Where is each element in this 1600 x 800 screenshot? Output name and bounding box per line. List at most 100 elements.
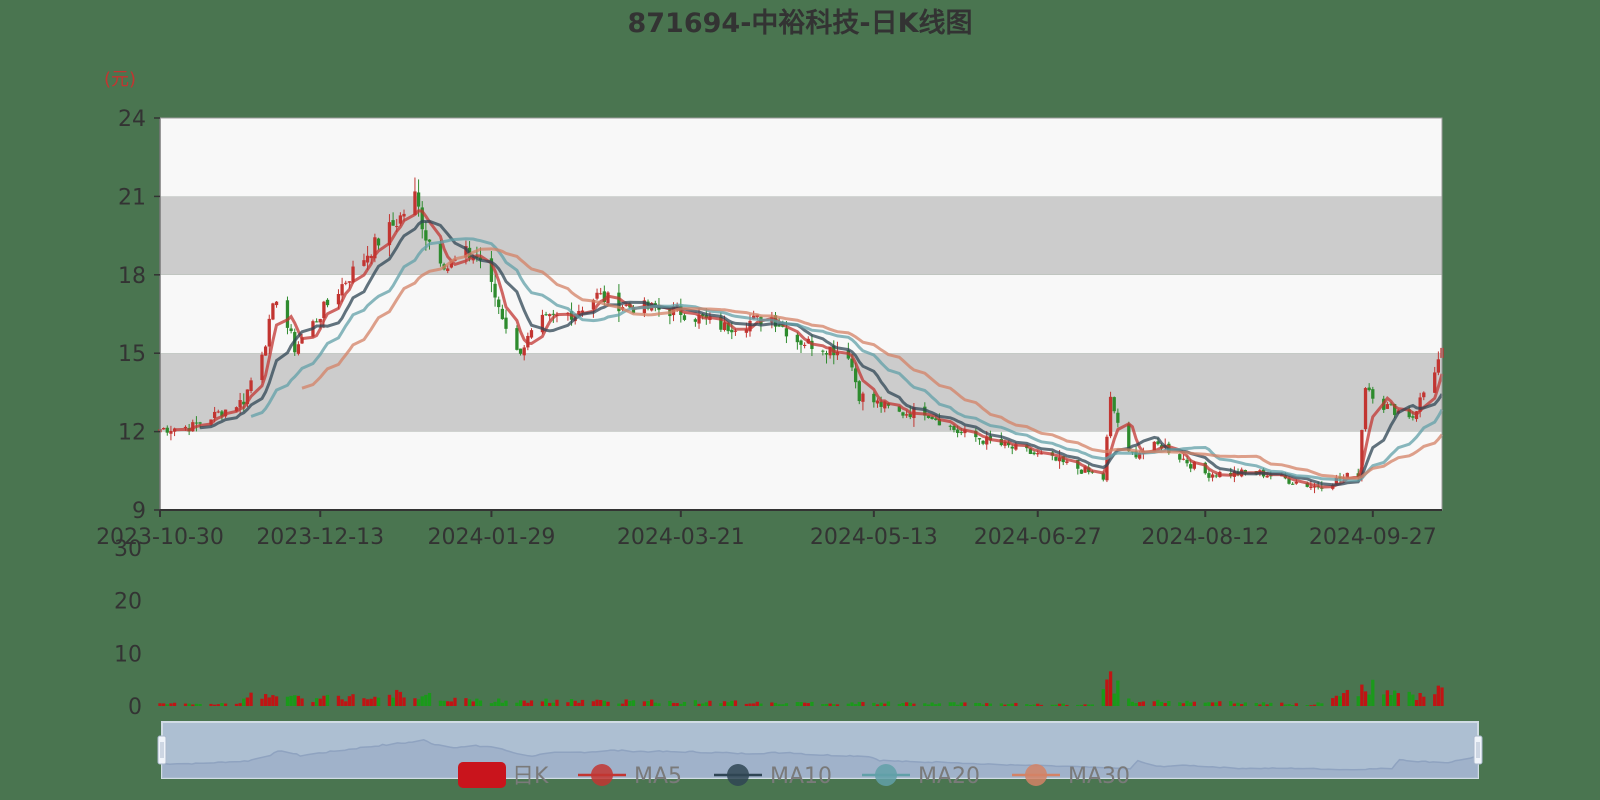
candle[interactable] — [1178, 453, 1182, 463]
candle[interactable] — [1054, 456, 1058, 462]
volume-bar — [744, 703, 749, 706]
slider-handle-left[interactable] — [157, 735, 167, 765]
candle[interactable] — [362, 253, 366, 267]
candle[interactable] — [515, 325, 519, 351]
candle[interactable] — [249, 377, 253, 394]
candle[interactable] — [821, 349, 825, 356]
candle[interactable] — [413, 177, 417, 215]
legend-item-日k[interactable]: 日K — [458, 762, 549, 789]
volume-bar — [1229, 701, 1233, 706]
candle[interactable] — [172, 427, 177, 437]
candle[interactable] — [1371, 386, 1375, 404]
candle[interactable] — [1436, 351, 1441, 376]
candle[interactable] — [260, 351, 264, 384]
candle[interactable] — [1291, 482, 1295, 485]
candle[interactable] — [599, 287, 603, 295]
candle[interactable] — [1385, 401, 1390, 410]
candle[interactable] — [296, 341, 301, 356]
candle[interactable] — [548, 313, 552, 321]
candle[interactable] — [824, 350, 829, 364]
candle[interactable] — [544, 311, 548, 316]
candle[interactable] — [529, 328, 534, 339]
candle[interactable] — [165, 425, 169, 436]
candle[interactable] — [981, 440, 985, 446]
candle[interactable] — [161, 427, 166, 430]
candle[interactable] — [446, 265, 450, 274]
candle[interactable] — [1407, 406, 1411, 419]
candle[interactable] — [857, 380, 861, 405]
volume-bar — [362, 698, 366, 706]
candle[interactable] — [518, 348, 523, 356]
volume-bar — [212, 704, 217, 706]
candle[interactable] — [387, 214, 392, 257]
candle[interactable] — [274, 301, 279, 308]
candle[interactable] — [875, 398, 880, 408]
candle[interactable] — [595, 288, 599, 301]
volume-bar — [650, 699, 654, 706]
candle[interactable] — [263, 345, 268, 356]
candle[interactable] — [489, 250, 494, 293]
candle[interactable] — [1108, 391, 1113, 439]
legend-item-ma30[interactable]: MA30 — [1012, 764, 1130, 789]
candle[interactable] — [901, 411, 905, 419]
chart-legend[interactable]: 日K MA5 MA10 MA20 MA30 — [458, 762, 1130, 789]
candle[interactable] — [602, 285, 606, 305]
candle[interactable] — [799, 339, 803, 353]
candle[interactable] — [420, 201, 424, 239]
candle[interactable] — [1418, 392, 1422, 418]
candle[interactable] — [522, 345, 526, 361]
candle[interactable] — [872, 391, 876, 408]
candle[interactable] — [216, 409, 220, 414]
legend-item-ma10[interactable]: MA10 — [714, 764, 832, 789]
candle[interactable] — [344, 280, 348, 286]
slider-handle-right[interactable] — [1473, 735, 1483, 765]
price-tick-label: 24 — [118, 107, 146, 132]
candle[interactable] — [1207, 469, 1211, 482]
legend-item-ma5[interactable]: MA5 — [578, 764, 682, 789]
candle[interactable] — [930, 416, 934, 420]
candle[interactable] — [325, 298, 330, 308]
volume-bar — [522, 700, 526, 706]
volume-bar — [1331, 698, 1335, 706]
candle[interactable] — [1032, 450, 1036, 456]
candle[interactable] — [1210, 472, 1215, 482]
candle[interactable] — [693, 317, 698, 327]
candle[interactable] — [194, 416, 199, 432]
candle[interactable] — [376, 237, 381, 250]
candle[interactable] — [438, 239, 443, 267]
legend-label: MA30 — [1068, 764, 1130, 789]
candle[interactable] — [497, 296, 501, 314]
candle[interactable] — [1367, 383, 1371, 392]
candle[interactable] — [1363, 387, 1368, 432]
candle[interactable] — [271, 302, 275, 321]
candle[interactable] — [861, 391, 865, 411]
candle[interactable] — [948, 424, 952, 431]
candle[interactable] — [398, 212, 403, 227]
candle[interactable] — [1181, 454, 1186, 461]
volume-bar — [1283, 704, 1288, 706]
candle[interactable] — [682, 313, 687, 322]
candle[interactable] — [391, 212, 395, 226]
candle[interactable] — [1010, 444, 1014, 455]
candle[interactable] — [1116, 408, 1120, 428]
candle[interactable] — [795, 332, 800, 350]
candle[interactable] — [493, 274, 497, 307]
volume-bar — [595, 699, 599, 706]
candle[interactable] — [1112, 396, 1116, 414]
candle[interactable] — [314, 318, 319, 323]
volume-bar — [526, 702, 530, 706]
legend-item-ma20[interactable]: MA20 — [862, 764, 980, 789]
candle[interactable] — [285, 296, 290, 335]
candle[interactable] — [169, 425, 173, 441]
candle[interactable] — [289, 324, 293, 334]
candle[interactable] — [504, 309, 508, 334]
candle[interactable] — [1079, 469, 1084, 474]
candle[interactable] — [267, 314, 271, 355]
candle[interactable] — [1433, 366, 1437, 394]
candle[interactable] — [500, 304, 504, 320]
candle[interactable] — [365, 245, 370, 270]
candle[interactable] — [802, 342, 807, 349]
volume-bar — [620, 703, 625, 706]
candle[interactable] — [977, 438, 982, 445]
candle[interactable] — [1422, 391, 1426, 401]
